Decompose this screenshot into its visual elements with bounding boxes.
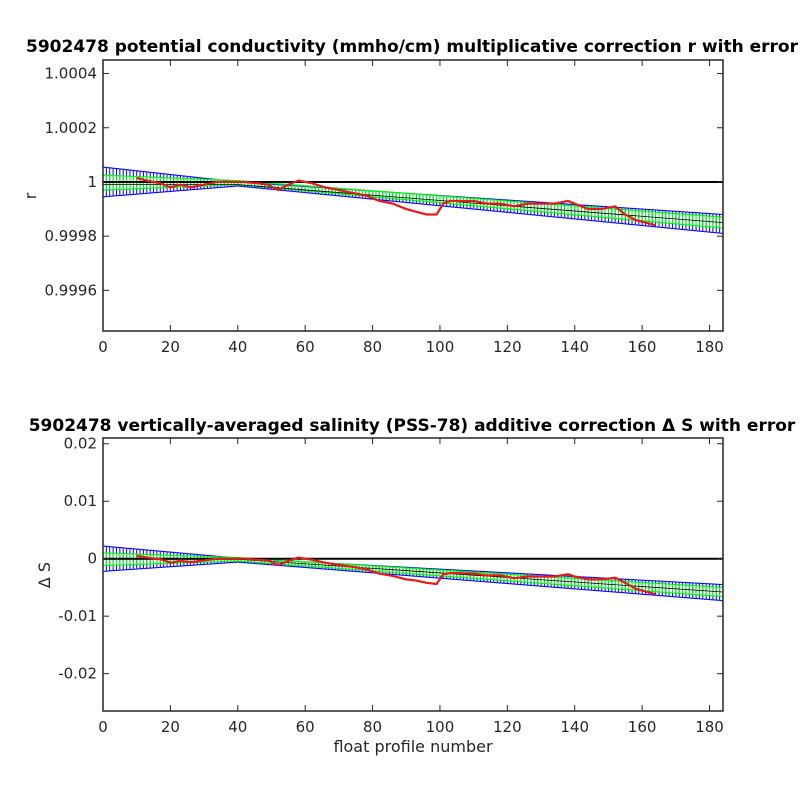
chart-1-fit-line: [103, 184, 723, 223]
chart-1-y-tick-label: 1.0004: [45, 65, 98, 83]
chart-1-y-tick-label: 1: [87, 173, 97, 191]
chart-2-title: 5902478 vertically-averaged salinity (PS…: [29, 416, 796, 436]
chart-1-x-tick-label: 160: [628, 338, 657, 356]
chart-1-x-tick-label: 20: [161, 338, 180, 356]
chart-2-x-tick-label: 160: [628, 718, 657, 736]
chart-2-y-tick-label: -0.02: [58, 665, 97, 683]
chart-2-x-tick-label: 0: [98, 718, 108, 736]
chart-1-x-tick-label: 40: [228, 338, 247, 356]
chart-2-x-tick-label: 40: [228, 718, 247, 736]
chart-2-x-tick-label: 20: [161, 718, 180, 736]
chart-1-x-tick-label: 0: [98, 338, 108, 356]
chart-1-x-tick-label: 100: [426, 338, 455, 356]
chart-2: 5902478 vertically-averaged salinity (PS…: [29, 416, 796, 756]
chart-1-x-tick-label: 120: [493, 338, 522, 356]
chart-1-raw-line: [136, 176, 656, 227]
chart-2-plot-area: 0 20 40 60 80 100 120 140 160 180 -0.02 -0.01 0 0.01 0…: [58, 435, 724, 736]
chart-2-ylabel: Δ S: [35, 562, 54, 588]
chart-1-y-tick-label: 0.9998: [45, 227, 98, 245]
chart-1-x-tick-label: 180: [695, 338, 724, 356]
chart-2-x-tick-label: 140: [560, 718, 589, 736]
chart-1-x-tick-label: 140: [560, 338, 589, 356]
chart-2-raw-line: [136, 554, 656, 596]
chart-1-axes-frame: [102, 59, 724, 332]
chart-1-plot-area: 0 20 40 60 80 100 120 140 160 180 0.9996 0.9998 1 1.0…: [45, 59, 724, 356]
chart-2-x-tick-label: 60: [296, 718, 315, 736]
chart-1-y-tick-label: 1.0002: [45, 119, 98, 137]
chart-2-xlabel: float profile number: [333, 737, 493, 756]
chart-2-series-layer: [103, 545, 723, 602]
chart-1: 5902478 potential conductivity (mmho/cm)…: [21, 37, 799, 356]
chart-2-x-tick-label: 120: [493, 718, 522, 736]
chart-1-x-tick-label: 60: [296, 338, 315, 356]
chart-2-x-tick-label: 100: [426, 718, 455, 736]
chart-2-y-tick-label: 0.01: [64, 492, 97, 510]
chart-1-ylabel: r: [21, 192, 40, 199]
chart-2-y-tick-label: 0.02: [64, 435, 97, 453]
chart-1-title: 5902478 potential conductivity (mmho/cm)…: [26, 37, 799, 57]
chart-2-x-tick-label: 80: [363, 718, 382, 736]
chart-2-axes-frame: [102, 437, 724, 712]
chart-2-x-tick-label: 180: [695, 718, 724, 736]
chart-2-y-tick-label: 0: [87, 550, 97, 568]
chart-2-y-tick-label: -0.01: [58, 607, 97, 625]
chart-1-y-tick-label: 0.9996: [45, 281, 98, 299]
chart-1-series-layer: [103, 166, 723, 234]
chart-1-x-tick-label: 80: [363, 338, 382, 356]
